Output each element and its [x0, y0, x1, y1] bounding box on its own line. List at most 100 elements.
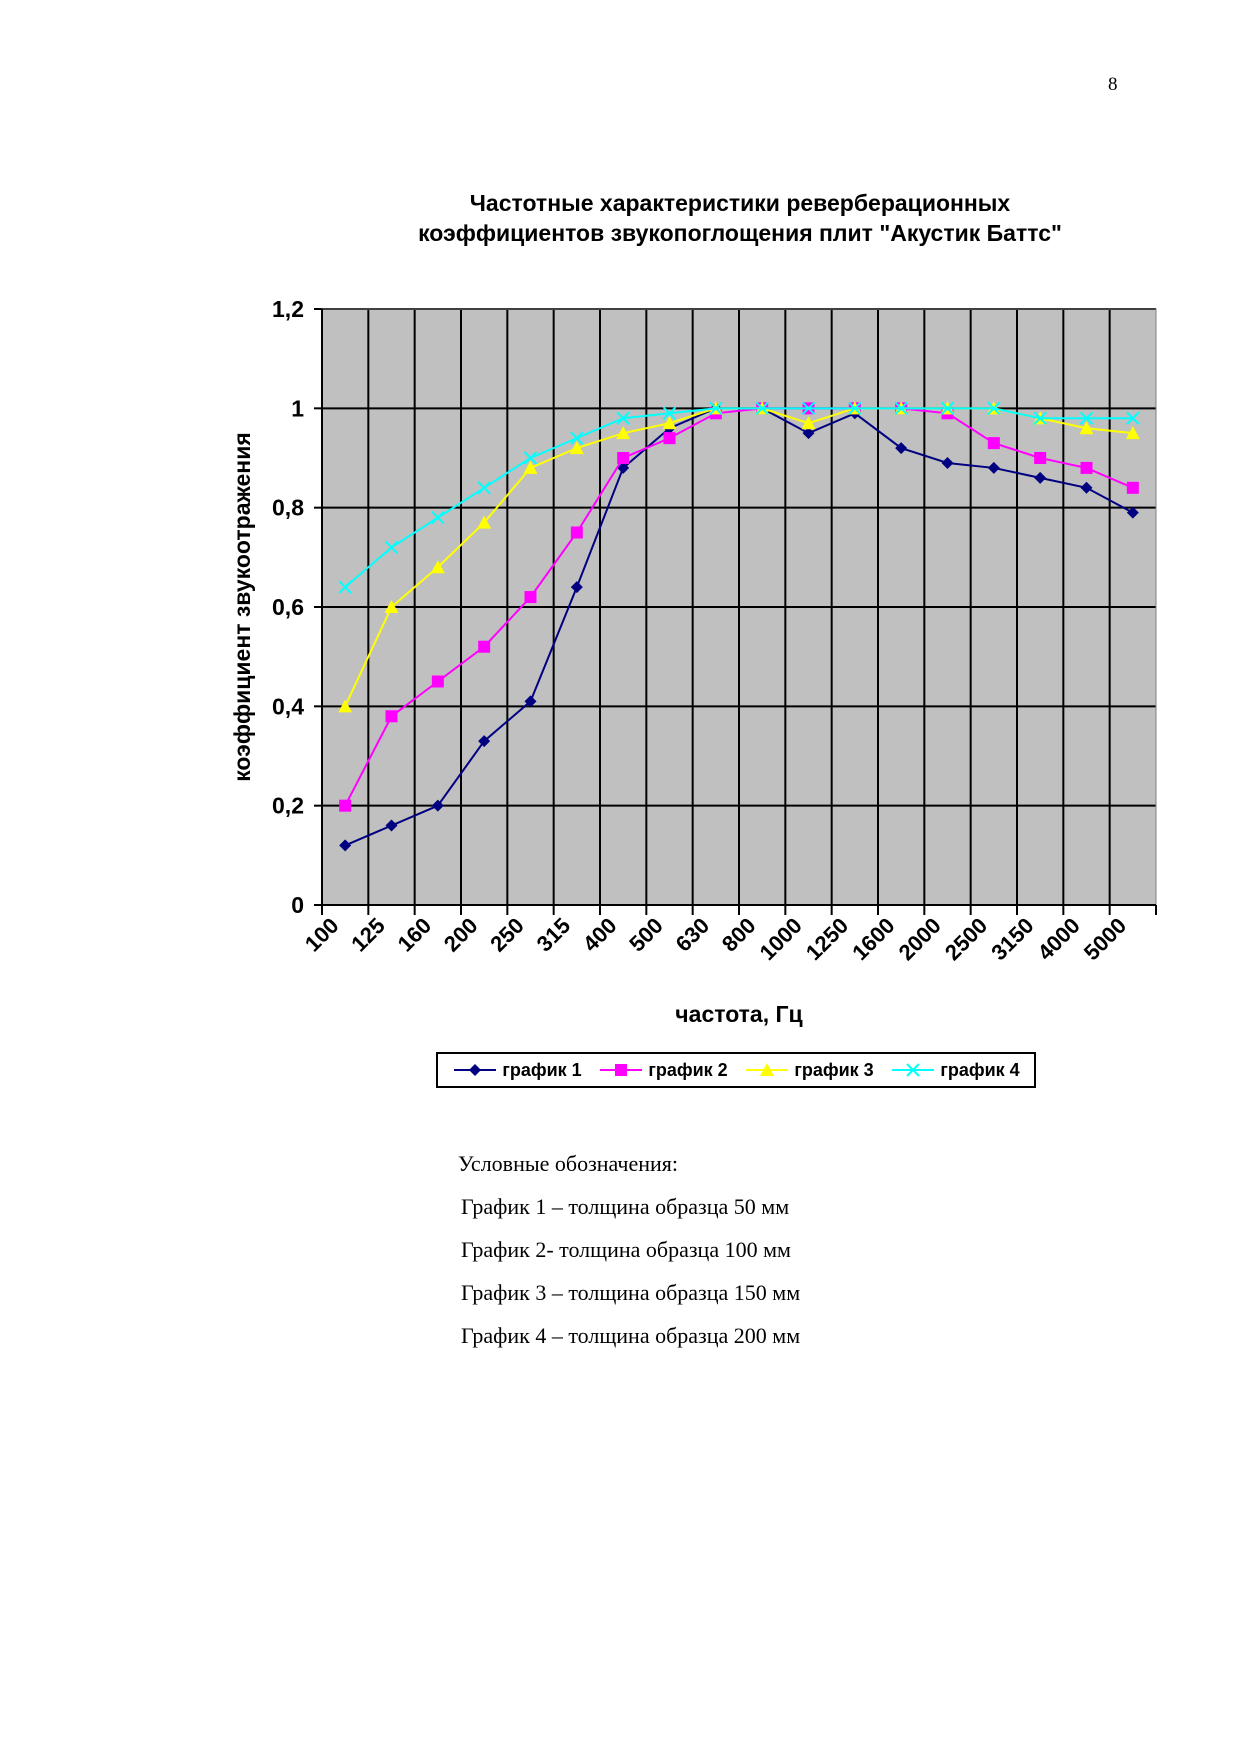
x-axis-label: частота, Гц [675, 1001, 802, 1027]
x-tick-label: 1250 [801, 913, 853, 965]
chart-title: Частотные характеристики реверберационны… [300, 188, 1180, 248]
x-tick-label: 3150 [986, 913, 1038, 965]
series-4-point [384, 540, 399, 555]
x-tick-label: 800 [717, 913, 761, 957]
series-1-point [895, 442, 908, 455]
series-4-point [616, 411, 630, 425]
x-tick-label: 100 [300, 913, 344, 957]
x-tick-label: 160 [393, 913, 437, 957]
note-item-4: График 4 – толщина образца 200 мм [461, 1323, 801, 1348]
series-4-point [987, 401, 1001, 416]
series-4-point [940, 401, 955, 416]
series-3-point [477, 515, 492, 529]
note-item-1: График 1 – толщина образца 50 мм [461, 1194, 790, 1219]
chart-title-line-1: Частотные характеристики реверберационны… [469, 190, 1011, 216]
y-tick-label: 1,2 [272, 296, 304, 322]
series-2-point [663, 432, 676, 445]
x-tick-label: 500 [624, 913, 668, 957]
note-item-2: График 2- толщина образца 100 мм [461, 1237, 791, 1262]
series-1-point [478, 735, 491, 748]
series-4-point [709, 401, 723, 416]
series-2-point [617, 452, 630, 464]
series-3-point [338, 699, 353, 713]
legend-swatch-series-2 [600, 1064, 643, 1076]
legend-swatch-marker [469, 1064, 482, 1076]
legend-item-series-4: график 4 [890, 1060, 1020, 1081]
series-2-point [385, 710, 398, 723]
x-tick-label: 125 [346, 913, 390, 957]
series-1-point [941, 456, 954, 469]
series-2-point [1034, 452, 1047, 464]
series-1-point [431, 799, 444, 812]
series-4-point [894, 401, 908, 416]
x-tick-label: 250 [485, 913, 529, 957]
x-tick-label: 400 [578, 913, 622, 957]
series-3-point [384, 600, 399, 613]
series-3-point [430, 560, 445, 574]
series-4-point [755, 401, 769, 416]
chart-legend: график 1 график 2 график 3 график 4 [436, 1052, 1036, 1088]
series-1-point [802, 427, 815, 440]
series-2-point [1080, 461, 1093, 474]
legend-label-series-3: график 3 [794, 1059, 874, 1080]
x-tick-label: 1000 [755, 913, 807, 965]
series-1-point [570, 581, 583, 594]
series-4-point [570, 431, 584, 445]
series-3-point [801, 416, 816, 430]
x-tick-label: 630 [671, 913, 715, 957]
notes-heading: Условные обозначения: [458, 1151, 679, 1176]
series-4-point [431, 510, 445, 525]
note-item-3: График 3 – толщина образца 150 мм [461, 1280, 801, 1305]
series-1-point [1126, 506, 1139, 519]
y-tick-label: 1 [291, 395, 304, 421]
series-2-point [431, 675, 444, 688]
legend-swatch-marker [760, 1063, 775, 1076]
series-3-point [1079, 421, 1094, 435]
series-3-point [662, 416, 677, 430]
series-3-point [569, 441, 584, 455]
y-tick-label: 0,2 [272, 793, 304, 819]
series-1-point [1034, 471, 1047, 484]
series-4-point [1033, 411, 1047, 425]
y-tick-label: 0,6 [272, 594, 304, 620]
series-2-point [478, 640, 491, 653]
x-tick-label: 1600 [847, 913, 899, 965]
x-tick-label: 315 [532, 913, 576, 957]
series-2-point [524, 591, 537, 604]
legend-label-series-2: график 2 [648, 1059, 728, 1080]
series-1-point [987, 461, 1000, 474]
series-2-point [570, 526, 583, 539]
x-tick-label: 5000 [1079, 913, 1131, 965]
y-tick-label: 0,4 [272, 693, 304, 719]
series-4-point [477, 481, 491, 495]
series-1-point [339, 839, 352, 852]
series-3-point [1125, 426, 1140, 440]
series-2-point [1126, 481, 1139, 494]
page-number: 8 [1108, 74, 1118, 95]
legend-item-series-2: график 2 [598, 1059, 728, 1081]
series-4-point [662, 406, 677, 421]
series-3-point [523, 460, 538, 474]
legend-item-series-3: график 3 [744, 1059, 874, 1081]
legend-swatch-series-4 [892, 1063, 935, 1077]
series-3-point [616, 426, 631, 440]
series-1-point [385, 819, 398, 832]
series-4-point [1079, 411, 1094, 425]
legend-notes: Условные обозначения: График 1 – толщина… [458, 1142, 800, 1357]
series-1-point [524, 695, 537, 708]
series-1-point [1080, 481, 1093, 494]
y-tick-label: 0 [291, 892, 304, 918]
series-2-point [987, 437, 1000, 450]
series-2-line [344, 407, 1134, 807]
series-1-point [617, 461, 630, 474]
series-4-point [1126, 411, 1140, 425]
chart-title-line-2: коэффициентов звукопоглощения плит "Акус… [418, 220, 1062, 246]
series-4-point [801, 401, 816, 416]
legend-swatch-series-1 [454, 1064, 497, 1076]
legend-swatch-series-3 [746, 1063, 789, 1076]
series-4-point [523, 451, 538, 465]
series-2-point [339, 799, 352, 812]
legend-swatch-marker [615, 1064, 628, 1076]
x-tick-label: 2000 [894, 913, 946, 965]
